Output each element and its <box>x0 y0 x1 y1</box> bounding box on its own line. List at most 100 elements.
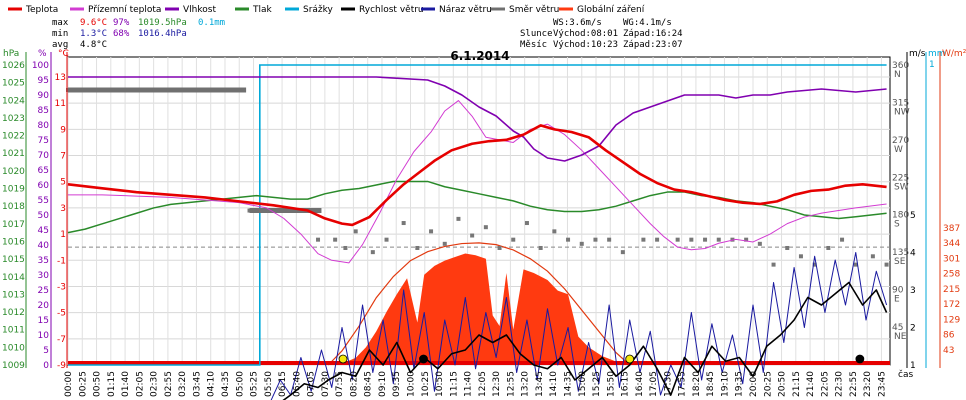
axis-unit-wm2: W/m² <box>942 49 966 59</box>
wind-dir-point <box>675 237 680 242</box>
axis-tick-hpa: 1020 <box>2 167 25 177</box>
axis-tick-pct: 80 <box>38 121 50 131</box>
axis-tick-dir: 225 <box>892 173 909 183</box>
wind-dir-point <box>607 237 612 242</box>
axis-tick-hpa: 1017 <box>2 220 25 230</box>
series-ground-temp <box>68 100 887 264</box>
axis-tick-hpa: 1009 <box>2 361 25 371</box>
moon-rise: Východ:10:23 <box>553 40 618 50</box>
x-tick-label: 03:20 <box>178 371 188 397</box>
x-tick-label: 19:10 <box>720 371 730 397</box>
axis-tick-degc: 11 <box>55 99 66 109</box>
wind-dir-point <box>456 216 461 221</box>
axis-tick-mm: 1 <box>929 60 935 70</box>
legend-label: Náraz větru <box>439 5 492 15</box>
axis-tick-wm2: 43 <box>943 346 954 356</box>
x-tick-label: 11:15 <box>449 371 459 397</box>
wind-dir-point <box>415 245 420 250</box>
axis-tick-pct: 35 <box>38 256 49 266</box>
wind-dir-point <box>689 237 694 242</box>
wind-dir-point <box>884 262 889 267</box>
x-tick-label: 17:30 <box>663 371 673 397</box>
axis-tick-dir-label: S <box>894 220 900 230</box>
axis-tick-pct: 10 <box>38 331 50 341</box>
wind-dir-point <box>552 229 557 234</box>
x-tick-label: 07:55 <box>335 371 345 397</box>
x-tick-label: 10:25 <box>421 371 431 397</box>
axis-tick-pct: 50 <box>38 211 50 221</box>
axis-tick-hpa: 1023 <box>2 114 25 124</box>
axis-tick-ms: 4 <box>910 249 916 259</box>
axis-tick-wm2: 301 <box>943 254 960 264</box>
axis-tick-degc: -9 <box>57 361 66 371</box>
wind-dir-point <box>538 245 543 250</box>
x-tick-label: 10:00 <box>407 371 417 397</box>
axis-tick-pct: 25 <box>38 286 49 296</box>
legend-label: Globální záření <box>577 5 645 15</box>
axis-tick-degc: 3 <box>60 204 66 214</box>
axis-tick-degc: 7 <box>60 152 66 162</box>
axis-tick-wm2: 387 <box>943 224 960 234</box>
x-tick-label: 15:00 <box>578 371 588 397</box>
moonrise-marker <box>419 354 428 364</box>
wind-dir-point <box>655 237 660 242</box>
stats-value: min <box>52 29 68 39</box>
axis-tick-hpa: 1018 <box>2 202 25 212</box>
axis-tick-pct: 85 <box>38 106 49 116</box>
axis-tick-pct: 90 <box>38 91 50 101</box>
x-tick-label: 17:55 <box>678 371 688 397</box>
wind-dir-point <box>757 241 762 246</box>
axis-tick-hpa: 1022 <box>2 132 25 142</box>
wind-dir-point <box>333 237 338 242</box>
axis-tick-degc: -5 <box>57 309 66 319</box>
axis-tick-dir: 180 <box>892 211 909 221</box>
axis-tick-wm2: 129 <box>943 315 960 325</box>
axis-tick-hpa: 1010 <box>2 343 25 353</box>
axis-tick-pct: 75 <box>38 136 49 146</box>
axis-tick-pct: 55 <box>38 196 49 206</box>
axis-tick-hpa: 1019 <box>2 185 25 195</box>
wind-dir-point <box>826 245 831 250</box>
x-tick-label: 09:10 <box>378 371 388 397</box>
axis-tick-dir-label: N <box>894 70 901 80</box>
x-tick-label: 18:20 <box>692 371 702 397</box>
wind-dir-point <box>316 237 321 242</box>
axis-tick-hpa: 1016 <box>2 237 25 247</box>
axis-tick-pct: 30 <box>38 271 50 281</box>
sun-set: Západ:16:24 <box>623 29 683 39</box>
wind-dir-point <box>566 237 571 242</box>
stats-value: 4.8°C <box>80 40 107 50</box>
x-tick-label: 16:40 <box>635 371 645 397</box>
x-tick-label: 14:10 <box>549 371 559 397</box>
x-tick-label: 07:30 <box>321 371 331 397</box>
axis-tick-degc: 9 <box>60 125 66 135</box>
x-axis-label: čas <box>898 369 913 380</box>
axis-tick-pct: 65 <box>38 166 49 176</box>
wind-dir-point <box>840 237 845 242</box>
stats-value: 0.1mm <box>198 18 225 28</box>
x-tick-label: 09:35 <box>392 371 402 397</box>
axis-tick-dir-label: SE <box>894 257 906 267</box>
axis-tick-hpa: 1012 <box>2 308 25 318</box>
x-tick-label: 05:50 <box>264 371 274 397</box>
x-tick-label: 15:25 <box>592 371 602 397</box>
axis-tick-degc: 1 <box>60 230 66 240</box>
wind-speed-info: WS:3.6m/s <box>553 18 602 28</box>
x-tick-label: 08:45 <box>364 371 374 397</box>
wind-dir-point <box>716 237 721 242</box>
wind-dir-point <box>812 262 817 267</box>
x-tick-label: 20:50 <box>778 371 788 397</box>
x-tick-label: 02:05 <box>135 371 145 397</box>
axis-tick-wm2: 344 <box>943 239 960 249</box>
wind-dir-point <box>771 262 776 267</box>
axis-unit-degc: °C <box>58 49 69 59</box>
axis-tick-degc: -1 <box>57 256 66 266</box>
axis-tick-pct: 15 <box>38 316 49 326</box>
axis-tick-dir-label: SW <box>894 182 909 192</box>
wind-dir-point <box>470 233 475 238</box>
axis-tick-hpa: 1011 <box>2 326 25 336</box>
axis-tick-hpa: 1026 <box>2 61 25 71</box>
axis-tick-hpa: 1013 <box>2 290 25 300</box>
x-tick-label: 05:25 <box>250 371 260 397</box>
